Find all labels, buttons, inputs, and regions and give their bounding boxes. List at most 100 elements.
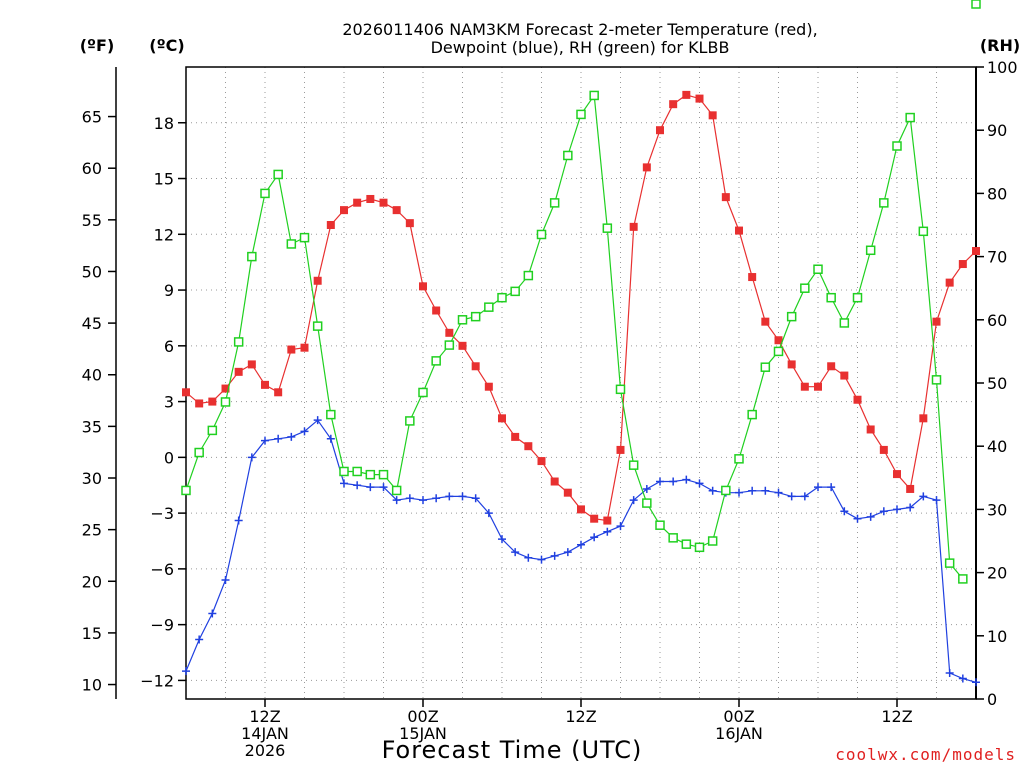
temperature-point [866, 425, 875, 434]
temperature-point [432, 306, 441, 315]
temperature-point [498, 414, 506, 423]
fahrenheit-unit-label: (ºF) [80, 36, 115, 55]
temperature-point [958, 260, 967, 269]
celsius-tick-label: 0 [164, 448, 174, 467]
rh-tick-label: 20 [987, 564, 1007, 583]
fahrenheit-tick-label: 60 [82, 159, 102, 178]
dewpoint-point [814, 483, 822, 492]
celsius-tick-label: −3 [150, 504, 174, 523]
rh-tick-label: 90 [987, 121, 1007, 140]
rh-point [536, 229, 547, 240]
rh-point [747, 409, 757, 420]
celsius-tick-label: −12 [140, 671, 174, 690]
x-tick-label: 12Z [881, 707, 912, 726]
rh-point [497, 292, 507, 303]
temperature-point [932, 317, 941, 326]
x-tick-label: 15JAN [399, 724, 447, 743]
dewpoint-point [247, 453, 256, 462]
dewpoint-point [524, 553, 533, 562]
x-tick-label: 12Z [565, 707, 596, 726]
rh-point [931, 375, 942, 385]
temperature-point [234, 367, 243, 376]
temperature-point [379, 198, 388, 207]
temperature-point [695, 94, 704, 103]
dewpoint-point [326, 434, 335, 443]
rh-point [378, 469, 389, 480]
temperature-point [300, 343, 309, 352]
rh-tick-label: 40 [987, 437, 1007, 456]
celsius-tick-label: 15 [154, 170, 174, 189]
dewpoint-point [800, 492, 809, 501]
rh-point [760, 362, 771, 372]
temperature-point [353, 198, 362, 207]
celsius-tick-label: 18 [154, 114, 174, 133]
dewpoint-point [787, 492, 796, 501]
dewpoint-point [642, 484, 651, 493]
rh-point [457, 315, 468, 325]
dewpoint-point [958, 674, 967, 683]
rh-point [220, 397, 231, 407]
axis-ticks: −12 −9 −6 −3 0 3 6 9 12 15 18 10 15 20 25 30 35 40 45 50 55 6… [82, 58, 1018, 760]
x-tick-label: 00Z [407, 707, 438, 726]
rh-point [786, 311, 797, 322]
dewpoint-point [340, 479, 348, 488]
dewpoint-point [616, 522, 625, 531]
rh-point [707, 536, 718, 546]
x-tick-label: 00Z [723, 707, 754, 726]
rh-point [721, 485, 731, 496]
temperature-point [761, 317, 770, 326]
temperature-point [906, 484, 915, 493]
dewpoint-point [366, 483, 375, 492]
dewpoint-point [590, 533, 599, 542]
temperature-point [814, 382, 822, 391]
dewpoint-point [432, 494, 441, 503]
fahrenheit-tick-label: 15 [82, 624, 102, 643]
x-axis-title: Forecast Time (UTC) [382, 736, 643, 764]
temperature-point [419, 282, 427, 291]
dewpoint-point [748, 486, 757, 495]
temperature-point [577, 505, 585, 514]
temperature-point [972, 247, 980, 256]
rh-point [628, 460, 639, 470]
dewpoint-point [208, 609, 217, 618]
celsius-tick-label: −9 [150, 616, 174, 635]
fahrenheit-tick-label: 35 [82, 417, 102, 436]
temperature-point [392, 206, 401, 215]
fahrenheit-tick-label: 55 [82, 211, 102, 230]
temperature-point [261, 380, 269, 389]
temperature-point [550, 477, 559, 486]
temperature-point [748, 273, 757, 282]
temperature-point [642, 163, 651, 172]
temperature-point [708, 111, 717, 120]
dewpoint-point [484, 509, 493, 518]
rh-point [365, 469, 376, 480]
temperature-point [603, 516, 612, 525]
temperature-point [563, 488, 572, 497]
temperature-point [919, 414, 928, 423]
rh-point [879, 198, 889, 208]
rh-point [865, 245, 876, 256]
rh-point [681, 539, 692, 549]
dewpoint-point [774, 488, 783, 497]
temperature-point [537, 457, 546, 466]
celsius-tick-label: 9 [164, 281, 174, 300]
temperature-point [366, 194, 375, 203]
dewpoint-point [919, 492, 928, 501]
dewpoint-point [471, 494, 480, 503]
rh-point [905, 112, 915, 123]
temperature-point [405, 219, 414, 228]
rh-point [563, 150, 573, 161]
rh-tick-label: 30 [987, 500, 1007, 519]
rh-point [944, 558, 955, 568]
fahrenheit-tick-label: 65 [82, 108, 102, 127]
rh-point [260, 188, 270, 199]
dewpoint-point [274, 434, 283, 443]
dewpoint-point [379, 483, 388, 492]
dewpoint-point [313, 416, 322, 425]
temperature-point [590, 514, 599, 523]
rh-point [734, 454, 744, 464]
dewpoint-point [603, 527, 612, 536]
fahrenheit-tick-label: 10 [82, 676, 102, 695]
rh-tick-label: 10 [987, 627, 1007, 646]
dewpoint-point [735, 488, 743, 497]
